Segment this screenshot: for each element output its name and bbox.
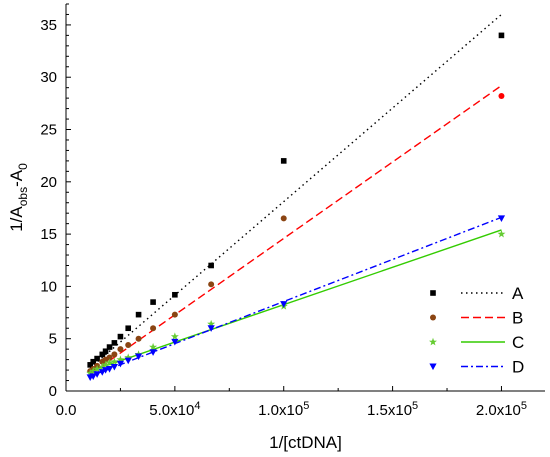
data-point-d <box>101 367 110 374</box>
x-tick-label: 1.5x105 <box>367 400 418 419</box>
fit-line-a <box>89 13 502 369</box>
data-point-d <box>280 301 288 308</box>
legend-marker-b <box>430 314 436 321</box>
data-point-d <box>110 363 118 371</box>
data-point-b <box>111 351 118 358</box>
data-point-a <box>125 325 132 332</box>
data-point-a <box>208 262 214 269</box>
x-tick-label: 1.0x105 <box>258 400 309 419</box>
data-point-a <box>150 299 156 305</box>
data-point-c <box>149 342 158 351</box>
data-point-b <box>106 354 113 361</box>
data-point-d <box>497 215 506 223</box>
data-point-c <box>98 362 107 371</box>
data-point-b <box>117 346 124 353</box>
data-point-a <box>280 158 287 164</box>
data-point-d <box>89 373 97 380</box>
data-point-d <box>171 338 179 346</box>
data-point-b <box>498 93 505 100</box>
data-point-c <box>207 319 216 328</box>
y-tick-label: 0 <box>49 383 57 400</box>
data-point-c <box>86 369 95 377</box>
y-tick-label: 25 <box>40 122 57 139</box>
fit-line-d <box>89 216 502 378</box>
data-point-b <box>135 335 142 342</box>
data-point-c <box>93 364 102 373</box>
x-axis-title: 1/[ctDNA] <box>269 433 342 452</box>
y-tick-label: 20 <box>40 174 57 191</box>
data-point-a <box>94 355 100 362</box>
legend-marker-d <box>429 363 437 371</box>
data-point-c <box>124 353 133 361</box>
data-point-d <box>207 325 215 332</box>
y-tick-label: 35 <box>40 17 57 34</box>
legend-label-c: C <box>512 333 524 352</box>
data-point-c <box>170 332 179 341</box>
y-tick-label: 30 <box>40 69 57 86</box>
data-point-d <box>116 360 125 368</box>
data-point-a <box>117 333 124 340</box>
legend-label-a: A <box>512 284 524 303</box>
y-tick-label: 5 <box>49 331 57 348</box>
data-point-a <box>106 344 113 350</box>
data-point-c <box>497 229 506 238</box>
legend-marker-a <box>430 290 436 296</box>
data-point-d <box>124 357 132 365</box>
data-point-c <box>105 358 114 367</box>
data-point-a <box>498 32 505 39</box>
data-point-c <box>110 357 119 366</box>
data-point-a <box>99 351 106 358</box>
data-point-a <box>102 348 109 355</box>
y-tick-label: 10 <box>40 278 57 295</box>
x-tick-label: 0.0 <box>56 402 77 419</box>
data-point-a <box>90 358 97 365</box>
legend-label-b: B <box>512 309 523 328</box>
fit-line-c <box>89 229 502 372</box>
data-point-d <box>149 349 157 356</box>
data-point-a <box>135 311 142 318</box>
data-point-b <box>125 341 132 348</box>
data-point-d <box>93 371 101 378</box>
data-point-b <box>150 325 157 332</box>
y-axis-title: 1/Aobs-A0 <box>7 163 30 232</box>
x-tick-label: 5.0x104 <box>149 400 200 419</box>
y-tick-label: 15 <box>40 226 57 243</box>
data-point-a <box>87 362 93 368</box>
data-point-d <box>134 353 143 361</box>
data-point-a <box>172 291 178 298</box>
data-point-b <box>280 215 287 222</box>
data-point-d <box>105 366 114 373</box>
data-point-b <box>208 281 215 288</box>
data-point-c <box>101 360 110 369</box>
legend-marker-c <box>429 337 437 346</box>
x-tick-label: 2.0x105 <box>476 400 527 419</box>
axes: 0 5 10 15 20 25 30 35 0.0 5.0x104 1.0x105 1.5x105 2.… <box>7 3 545 452</box>
data-point-a <box>111 340 118 346</box>
data-point-b <box>171 311 178 318</box>
plot-area <box>86 13 506 382</box>
data-point-c <box>116 355 125 364</box>
data-point-c <box>89 366 98 375</box>
legend-label-d: D <box>512 358 524 377</box>
